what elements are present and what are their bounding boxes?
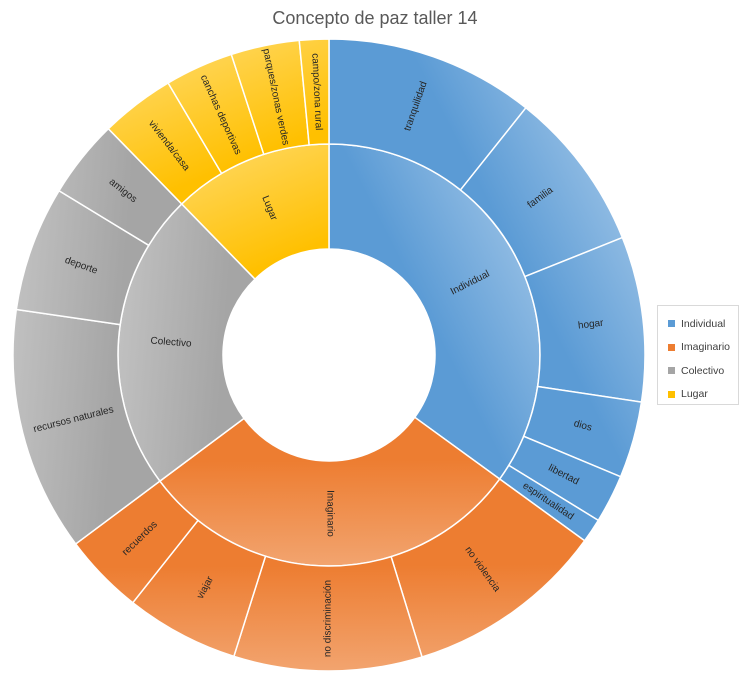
legend-label-lugar: Lugar <box>681 388 708 401</box>
label-imaginario: Imaginario <box>324 490 335 537</box>
legend-label-colectivo: Colectivo <box>681 364 725 377</box>
legend-item-colectivo: Colectivo <box>668 359 738 383</box>
legend-swatch-imaginario <box>668 343 675 351</box>
chart-legend: Individual Imaginario Colectivo Lugar <box>657 305 739 405</box>
segment-campo-zona-rural <box>298 38 330 146</box>
label-campo-zona-rural: campo/zona rural <box>309 53 324 131</box>
legend-swatch-individual <box>668 320 675 328</box>
legend-swatch-lugar <box>668 390 675 398</box>
legend-item-imaginario: Imaginario <box>668 336 738 360</box>
legend-label-imaginario: Imaginario <box>681 341 731 354</box>
label-no-discriminacion: no discriminación <box>322 580 333 657</box>
legend-item-individual: Individual <box>668 312 738 336</box>
label-dios: dios <box>572 418 593 434</box>
chart-title: Concepto de paz taller 14 <box>272 8 478 28</box>
label-colectivo: Colectivo <box>150 335 192 349</box>
legend-label-individual: Individual <box>681 317 726 330</box>
label-hogar: hogar <box>577 318 604 332</box>
legend-swatch-colectivo <box>668 367 675 375</box>
legend-item-lugar: Lugar <box>668 383 738 407</box>
